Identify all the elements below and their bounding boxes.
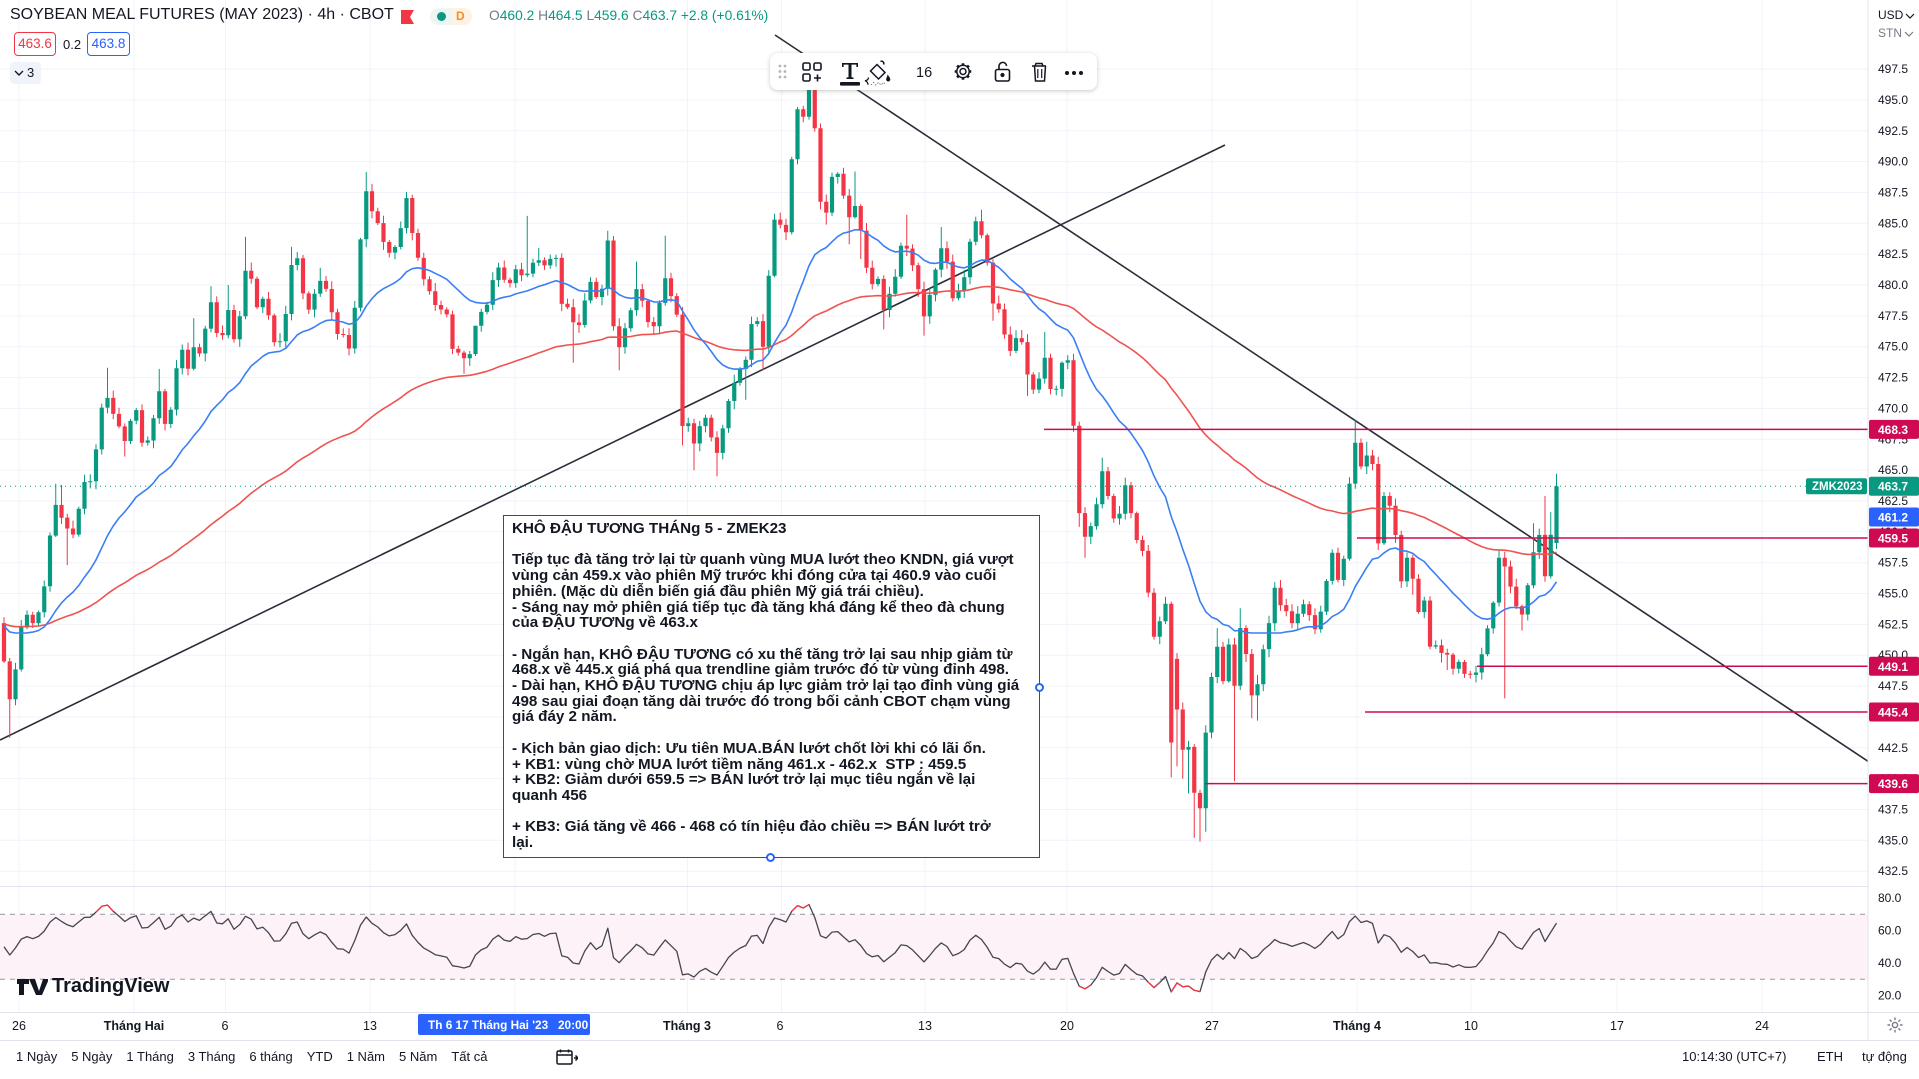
- svg-text:Tháng 3: Tháng 3: [663, 1019, 711, 1033]
- svg-text:40.0: 40.0: [1878, 956, 1902, 970]
- svg-text:475.0: 475.0: [1878, 340, 1908, 354]
- svg-text:27: 27: [1205, 1019, 1219, 1033]
- svg-text:Tháng 4: Tháng 4: [1333, 1019, 1381, 1033]
- svg-text:452.5: 452.5: [1878, 617, 1908, 631]
- svg-text:Th 6 17 Tháng Hai '23 20:00: Th 6 17 Tháng Hai '23 20:00: [428, 1018, 589, 1032]
- svg-text:490.0: 490.0: [1878, 155, 1908, 169]
- svg-text:455.0: 455.0: [1878, 587, 1908, 601]
- svg-text:13: 13: [918, 1019, 932, 1033]
- svg-text:482.5: 482.5: [1878, 247, 1908, 261]
- svg-text:437.5: 437.5: [1878, 803, 1908, 817]
- svg-text:STN: STN: [1878, 26, 1902, 40]
- svg-text:13: 13: [363, 1019, 377, 1033]
- svg-text:26: 26: [12, 1019, 26, 1033]
- svg-text:6: 6: [777, 1019, 784, 1033]
- svg-text:472.5: 472.5: [1878, 371, 1908, 385]
- svg-text:60.0: 60.0: [1878, 924, 1902, 938]
- svg-text:24: 24: [1755, 1019, 1769, 1033]
- svg-text:468.3: 468.3: [1878, 423, 1908, 437]
- svg-text:465.0: 465.0: [1878, 463, 1908, 477]
- svg-text:439.6: 439.6: [1878, 777, 1908, 791]
- svg-text:497.5: 497.5: [1878, 62, 1908, 76]
- svg-text:477.5: 477.5: [1878, 309, 1908, 323]
- svg-text:461.2: 461.2: [1878, 511, 1908, 525]
- svg-text:435.0: 435.0: [1878, 833, 1908, 847]
- svg-text:USD: USD: [1878, 8, 1904, 22]
- svg-text:457.5: 457.5: [1878, 556, 1908, 570]
- svg-text:485.0: 485.0: [1878, 216, 1908, 230]
- svg-text:459.5: 459.5: [1878, 532, 1908, 546]
- svg-text:487.5: 487.5: [1878, 186, 1908, 200]
- svg-text:10: 10: [1464, 1019, 1478, 1033]
- svg-text:480.0: 480.0: [1878, 278, 1908, 292]
- svg-text:20.0: 20.0: [1878, 989, 1902, 1003]
- svg-text:449.1: 449.1: [1878, 660, 1908, 674]
- svg-text:20: 20: [1060, 1019, 1074, 1033]
- svg-text:ZMK2023: ZMK2023: [1812, 481, 1863, 493]
- svg-text:462.5: 462.5: [1878, 494, 1908, 508]
- svg-text:463.7: 463.7: [1878, 480, 1908, 494]
- svg-text:442.5: 442.5: [1878, 741, 1908, 755]
- svg-text:432.5: 432.5: [1878, 864, 1908, 878]
- svg-text:470.0: 470.0: [1878, 401, 1908, 415]
- svg-text:6: 6: [222, 1019, 229, 1033]
- svg-text:Tháng Hai: Tháng Hai: [104, 1019, 164, 1033]
- svg-text:80.0: 80.0: [1878, 891, 1902, 905]
- svg-text:17: 17: [1610, 1019, 1624, 1033]
- svg-text:445.4: 445.4: [1878, 706, 1908, 720]
- svg-text:492.5: 492.5: [1878, 124, 1908, 138]
- svg-text:447.5: 447.5: [1878, 679, 1908, 693]
- svg-text:495.0: 495.0: [1878, 93, 1908, 107]
- svg-text:16: 16: [916, 65, 932, 81]
